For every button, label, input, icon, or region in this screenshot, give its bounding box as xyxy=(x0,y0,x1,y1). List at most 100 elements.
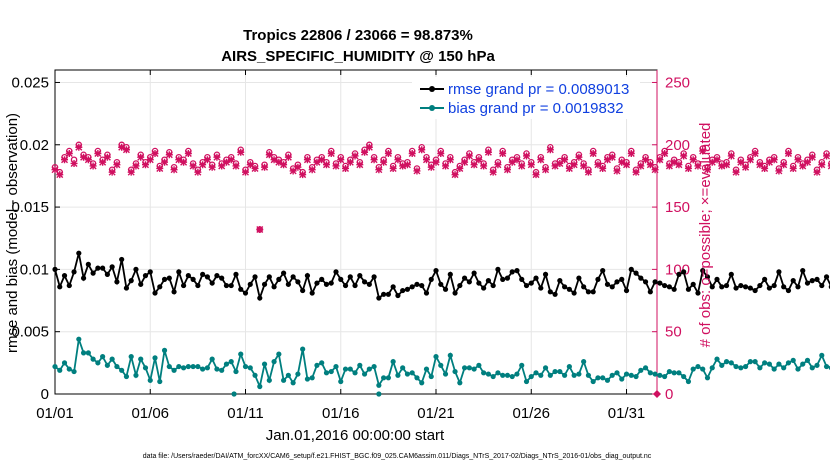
rmse-point xyxy=(352,282,358,289)
rmse-point xyxy=(223,282,230,289)
obs-evaluated-point xyxy=(561,156,569,164)
bias-point xyxy=(304,376,311,382)
obs-evaluated-point xyxy=(694,162,702,170)
rmse-point xyxy=(190,276,196,282)
obs-evaluated-point xyxy=(503,166,511,174)
bias-point xyxy=(238,351,244,357)
rmse-point xyxy=(95,265,101,271)
bias-point xyxy=(623,371,630,377)
bias-point xyxy=(166,363,172,370)
obs-evaluated-point xyxy=(351,152,359,160)
bias-point xyxy=(376,382,382,388)
obs-evaluated-point xyxy=(427,163,435,171)
obs-evaluated-point xyxy=(480,162,488,170)
bias-point xyxy=(352,370,358,376)
rmse-point xyxy=(357,273,363,279)
rmse-point xyxy=(447,271,453,277)
obs-evaluated-point xyxy=(103,153,111,161)
rmse-point xyxy=(666,284,672,290)
obs-evaluated-point xyxy=(194,168,202,176)
bias-point xyxy=(52,363,58,370)
rmse-point xyxy=(233,271,239,277)
rmse-point xyxy=(547,289,553,295)
rmse-point xyxy=(814,276,820,282)
rmse-point xyxy=(790,278,796,284)
rmse-point xyxy=(681,269,687,275)
rmse-point xyxy=(333,269,339,275)
rmse-point xyxy=(85,261,91,267)
bias-point xyxy=(695,363,701,370)
bias-point xyxy=(109,356,115,362)
rmse-point xyxy=(123,285,130,291)
bias-point xyxy=(281,377,287,383)
rmse-point xyxy=(90,270,96,276)
rmse-point xyxy=(342,282,349,289)
rmse-point xyxy=(204,274,211,280)
bias-point xyxy=(742,363,749,370)
obs-evaluated-point xyxy=(446,156,454,164)
rmse-point xyxy=(271,284,277,290)
obs-evaluated-point xyxy=(146,156,154,164)
bias-point xyxy=(747,359,753,365)
obs-evaluated-point xyxy=(475,156,483,164)
bias-point xyxy=(685,378,692,385)
obs-evaluated-point xyxy=(456,164,464,172)
bias-point xyxy=(562,372,568,378)
obs-evaluated-point xyxy=(684,164,692,172)
rmse-point xyxy=(695,290,701,296)
rmse-point xyxy=(423,290,430,296)
obs-evaluated-point xyxy=(575,153,583,161)
bias-point xyxy=(76,336,82,342)
x-axis-label: Jan.01,2016 00:00:00 start xyxy=(266,427,445,444)
rmse-point xyxy=(685,286,692,292)
obs-evaluated-point xyxy=(161,158,169,166)
rmse-point xyxy=(742,284,749,290)
bias-point xyxy=(628,372,634,378)
y-tick-label-right: 50 xyxy=(665,324,682,341)
rmse-point xyxy=(157,284,163,290)
rmse-point xyxy=(652,279,658,285)
obs-evaluated-point xyxy=(494,161,502,169)
obs-evaluated-point xyxy=(556,159,564,167)
bias-point xyxy=(538,372,544,378)
rmse-point xyxy=(242,290,249,296)
obs-evaluated-point xyxy=(523,152,531,160)
obs-evaluated-point xyxy=(222,158,230,166)
obs-evaluated-point xyxy=(756,161,764,169)
rmse-point xyxy=(528,280,534,286)
rmse-point xyxy=(52,266,58,272)
obs-evaluated-point xyxy=(489,168,497,176)
rmse-point xyxy=(309,290,315,296)
rmse-point xyxy=(442,286,449,292)
bias-point xyxy=(385,375,391,381)
obs-evaluated-point xyxy=(275,158,283,166)
obs-evaluated-point xyxy=(380,158,388,166)
obs-evaluated-point xyxy=(203,156,211,164)
bias-point xyxy=(719,362,725,368)
bias-point xyxy=(500,372,506,378)
bias-point xyxy=(771,366,777,372)
obs-evaluated-point xyxy=(408,149,416,157)
rmse-point xyxy=(80,275,87,281)
obs-evaluated-point xyxy=(303,156,311,164)
rmse-point xyxy=(395,292,401,299)
rmse-point xyxy=(285,281,291,287)
obs-evaluated-point xyxy=(742,163,750,171)
obs-evaluated-point xyxy=(418,146,426,154)
obs-evaluated-point xyxy=(499,149,507,157)
rmse-point xyxy=(147,269,153,275)
rmse-point xyxy=(785,287,792,294)
rmse-point xyxy=(414,281,420,287)
rmse-point xyxy=(323,281,330,287)
obs-evaluated-point xyxy=(518,162,526,170)
rmse-point xyxy=(452,290,458,296)
bias-point xyxy=(638,367,644,373)
bias-point xyxy=(723,359,730,365)
obs-evaluated-point xyxy=(370,156,378,164)
rmse-point xyxy=(514,268,520,274)
bias-point xyxy=(266,377,272,383)
rmse-point xyxy=(57,284,63,290)
rmse-point xyxy=(266,274,272,280)
rmse-point xyxy=(581,284,587,290)
bias-point xyxy=(666,368,672,375)
